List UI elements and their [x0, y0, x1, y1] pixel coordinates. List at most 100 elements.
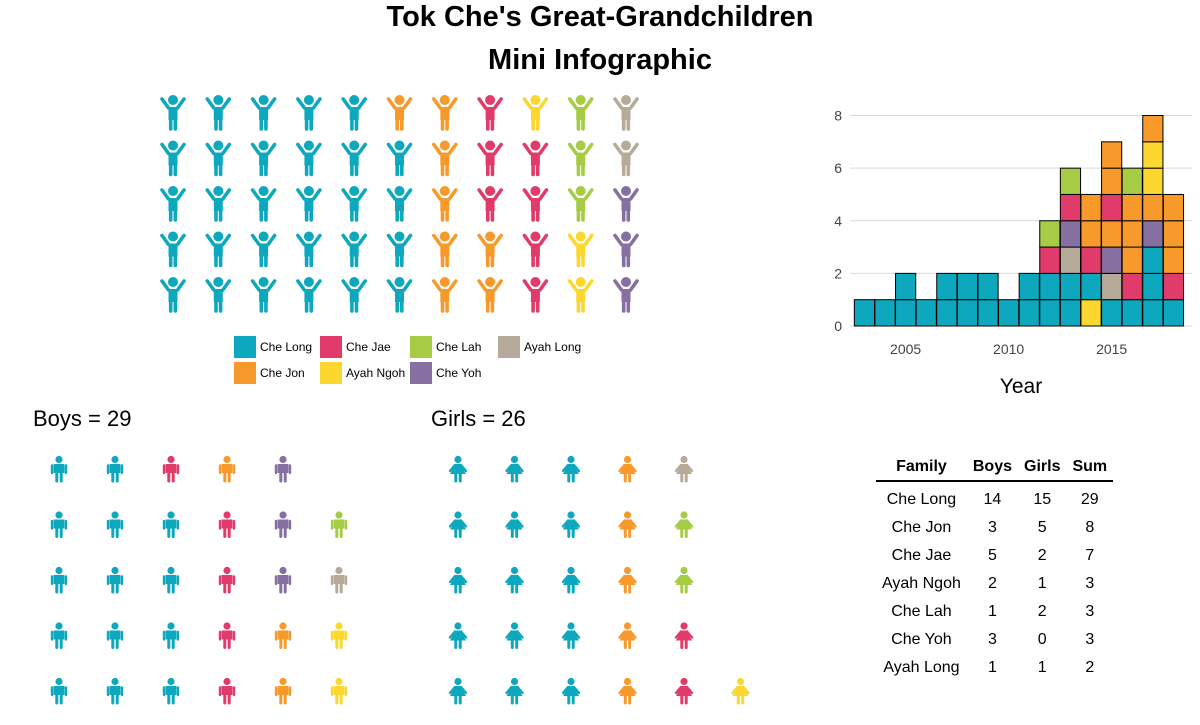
table-cell: 1 — [1037, 575, 1047, 592]
boy-icon — [50, 511, 68, 538]
bar-segment — [1080, 246, 1102, 274]
legend-label: Che Jon — [260, 366, 305, 380]
boy-icon — [50, 455, 68, 483]
bar-segment — [1059, 272, 1082, 301]
legend-swatch — [234, 362, 256, 384]
table-row: Ayah Ngoh 2 1 3 — [876, 570, 1113, 598]
legend-swatch — [320, 362, 342, 384]
person-arms-up-icon — [431, 186, 458, 222]
bar-segment — [1142, 115, 1164, 143]
girl-icon — [731, 677, 750, 705]
table-cell: Che Lah — [891, 603, 952, 620]
bar-segment — [1101, 141, 1123, 169]
boy-icon — [218, 566, 236, 594]
bar-segment — [1018, 272, 1040, 301]
girls-count-label: Girls = 26 — [431, 406, 526, 431]
bar-segment — [1080, 193, 1102, 222]
legend-label: Che Long — [260, 340, 313, 354]
bar-segment — [1059, 220, 1082, 248]
legend-item: Che Jae — [320, 336, 391, 358]
bar-segment — [1080, 272, 1102, 301]
person-arms-up-icon — [613, 277, 639, 313]
person-arms-up-icon — [567, 277, 594, 313]
person-arms-up-icon — [386, 140, 413, 177]
x-tick-label: 2010 — [993, 341, 1024, 357]
person-arms-up-icon — [613, 231, 639, 268]
girl-icon — [618, 455, 637, 483]
bar-segment — [1018, 299, 1040, 327]
bar-segment — [1121, 193, 1143, 222]
legend-label: Che Yoh — [436, 366, 482, 380]
girl-icon — [674, 511, 694, 538]
bar-segment — [1142, 167, 1164, 195]
boy-icon — [218, 455, 236, 483]
girl-icon — [505, 455, 524, 483]
boy-icon — [50, 566, 68, 594]
person-arms-up-icon — [296, 140, 322, 177]
person-arms-up-icon — [567, 231, 594, 268]
table-row: Ayah Long 1 1 2 — [876, 654, 1113, 682]
table-cell: 1 — [987, 603, 997, 620]
person-arms-up-icon — [160, 231, 186, 268]
girl-icon — [448, 622, 468, 649]
table-cell: Che Jae — [891, 547, 952, 564]
person-arms-up-icon — [613, 95, 639, 131]
table-cell: 14 — [983, 491, 1002, 508]
person-arms-up-icon — [477, 277, 503, 313]
legend-swatch — [498, 336, 520, 358]
table-cell: 3 — [987, 519, 997, 536]
legend-item: Che Yoh — [410, 362, 481, 384]
bar-segment — [895, 299, 917, 327]
legend-item: Ayah Long — [498, 336, 581, 358]
bar-segment — [1039, 246, 1061, 274]
table-row: Che Yoh 3 0 3 — [876, 626, 1113, 654]
boy-icon — [330, 566, 348, 594]
bar-segment — [1162, 299, 1185, 327]
bar-segment — [1142, 246, 1164, 274]
stacked-bar-chart: 0 2 4 6 8 2005 2010 2015 Year — [834, 108, 1192, 398]
table-cell: 2 — [1037, 547, 1047, 564]
bar-segment — [936, 299, 958, 327]
boy-icon — [106, 677, 124, 705]
bar-segment — [956, 299, 979, 327]
table-cell: Ayah Long — [883, 659, 960, 676]
person-arms-up-icon — [296, 186, 322, 222]
girl-waffle — [448, 455, 750, 705]
person-arms-up-icon — [250, 231, 277, 268]
person-arms-up-icon — [341, 277, 368, 313]
person-arms-up-icon — [431, 95, 458, 131]
person-arms-up-icon — [522, 231, 549, 268]
bar-segment — [1121, 299, 1143, 327]
person-arms-up-icon — [250, 186, 277, 222]
person-arms-up-icon — [296, 95, 322, 131]
bar-segment — [1039, 272, 1061, 301]
boy-icon — [162, 455, 180, 483]
girl-icon — [505, 677, 524, 705]
y-tick-label: 2 — [834, 265, 842, 281]
y-tick-label: 4 — [834, 213, 842, 229]
boy-icon — [50, 622, 68, 649]
girl-icon — [674, 566, 694, 594]
person-arms-up-icon — [431, 277, 458, 313]
person-arms-up-icon — [341, 186, 368, 222]
chart-title-line2: Mini Infographic — [488, 44, 712, 76]
table-cell: Che Jon — [891, 519, 952, 536]
girl-icon — [618, 566, 637, 594]
bar-segment — [874, 299, 896, 327]
girl-icon — [618, 622, 637, 649]
table-header-cell: Boys — [966, 454, 1018, 482]
bar-segment — [1121, 272, 1143, 301]
bar-segment — [1101, 167, 1123, 195]
boy-icon — [162, 566, 180, 594]
bar-segment — [1080, 299, 1102, 327]
boy-icon — [50, 677, 68, 705]
person-arms-up-icon — [205, 277, 232, 313]
bar-segment — [853, 299, 876, 327]
table-cell: 2 — [1037, 603, 1047, 620]
table-cell: 3 — [1085, 603, 1095, 620]
person-arms-up-icon — [250, 95, 277, 131]
boy-waffle — [50, 455, 348, 705]
table-cell: 7 — [1085, 547, 1095, 564]
table-cell: 1 — [1037, 659, 1047, 676]
